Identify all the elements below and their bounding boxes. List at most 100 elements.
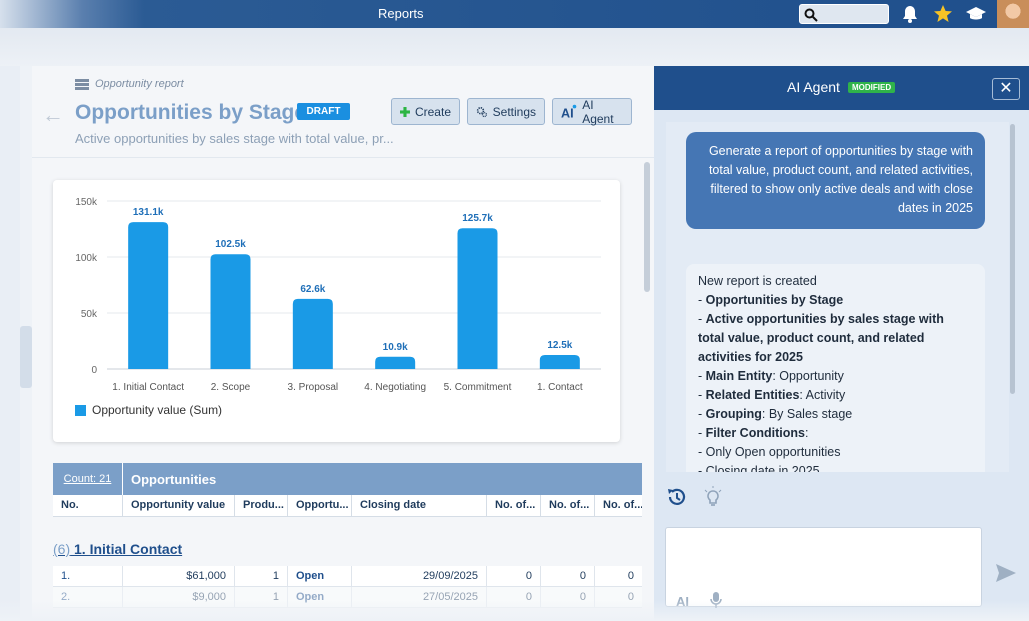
agent-response: New report is created - Opportunities by … xyxy=(686,264,985,472)
column-header[interactable]: No. of... xyxy=(487,495,541,516)
legend-label: Opportunity value (Sum) xyxy=(92,403,223,417)
column-header[interactable]: Opportu... xyxy=(288,495,352,516)
cell: 2. xyxy=(53,587,123,607)
lightbulb-icon[interactable] xyxy=(702,486,724,508)
search-icon xyxy=(804,8,818,22)
top-bar: Reports xyxy=(0,0,1029,28)
page-title: Opportunities by Stage xyxy=(75,101,307,124)
response-line: - Filter Conditions: xyxy=(698,426,809,440)
report-grid: Count: 21 Opportunities No. Opportunity … xyxy=(53,463,642,517)
cell: 1 xyxy=(235,566,288,586)
star-icon[interactable] xyxy=(932,3,954,25)
y-tick-label: 0 xyxy=(91,365,97,376)
column-headers: No. Opportunity value Produ... Opportu..… xyxy=(53,495,642,517)
cell: 0 xyxy=(541,587,595,607)
x-tick-label: 3. Proposal xyxy=(288,382,339,393)
x-tick-label: 1. Initial Contact xyxy=(112,382,184,393)
chart-legend[interactable]: Opportunity value (Sum) xyxy=(75,403,222,417)
modified-badge: MODIFIED xyxy=(848,82,896,93)
x-tick-label: 5. Commitment xyxy=(444,382,512,393)
column-header[interactable]: No. of... xyxy=(541,495,595,516)
y-tick-label: 100k xyxy=(75,253,98,264)
cell: 0 xyxy=(487,566,541,586)
back-arrow-icon[interactable]: ← xyxy=(42,102,64,127)
bar[interactable] xyxy=(539,355,580,369)
chat-tools xyxy=(666,486,724,508)
avatar[interactable] xyxy=(997,0,1029,28)
response-line: New report is created xyxy=(698,274,817,288)
y-tick-label: 150k xyxy=(75,197,98,208)
group-count: (6) xyxy=(53,541,71,557)
report-icon xyxy=(75,78,89,90)
bar[interactable] xyxy=(457,228,498,369)
data-label: 10.9k xyxy=(383,342,408,353)
collapse-handle[interactable] xyxy=(20,326,32,388)
cell: $61,000 xyxy=(123,566,235,586)
grid-header: Count: 21 Opportunities xyxy=(53,463,642,495)
column-header[interactable]: Opportunity value xyxy=(123,495,235,516)
user-message: Generate a report of opportunities by st… xyxy=(686,132,985,229)
plus-icon xyxy=(400,106,410,117)
history-icon[interactable] xyxy=(666,486,688,508)
group-header[interactable]: (6) 1. Initial Contact xyxy=(53,541,182,557)
status-badge: DRAFT xyxy=(297,103,350,120)
agent-title: AI Agent xyxy=(787,79,840,95)
response-line: - Related Entities: Activity xyxy=(698,388,846,402)
cell: 1. xyxy=(53,566,123,586)
app-title: Reports xyxy=(378,6,424,21)
close-icon[interactable]: ✕ xyxy=(992,78,1020,100)
cell: 0 xyxy=(627,570,634,582)
chat-history[interactable]: Generate a report of opportunities by st… xyxy=(666,122,1009,472)
bell-icon[interactable] xyxy=(899,3,921,25)
column-header[interactable]: No. xyxy=(53,495,123,516)
cell: Open xyxy=(288,566,352,586)
search-input[interactable] xyxy=(799,4,889,24)
chat-scrollbar[interactable] xyxy=(1010,124,1015,394)
settings-button[interactable]: Settings xyxy=(467,98,545,125)
cell: 1 xyxy=(235,587,288,607)
bar-chart: 0 50k 100k 150k 131.1k 1. Initial Contact 102.… xyxy=(75,197,601,393)
cell: 0 xyxy=(487,587,541,607)
response-line: - Active opportunities by sales stage wi… xyxy=(698,312,944,364)
group-name: 1. Initial Contact xyxy=(74,541,183,557)
table-row[interactable]: 1. $61,000 1 Open 29/09/2025 0 0 0 xyxy=(53,566,642,587)
sub-bar xyxy=(0,28,1029,66)
grid-title: Opportunities xyxy=(123,463,642,495)
send-icon[interactable] xyxy=(996,564,1016,582)
report-header: Opportunity report ← Opportunities by St… xyxy=(32,66,654,158)
graduation-cap-icon[interactable] xyxy=(965,3,987,25)
gear-icon xyxy=(476,106,487,117)
ai-agent-button[interactable]: AI AI Agent xyxy=(552,98,632,126)
breadcrumb-label: Opportunity report xyxy=(95,78,184,90)
bar[interactable] xyxy=(128,222,169,369)
response-line: - Main Entity: Opportunity xyxy=(698,369,844,383)
data-label: 102.5k xyxy=(215,239,246,250)
column-header[interactable]: Closing date xyxy=(352,495,487,516)
legend-swatch xyxy=(75,404,86,416)
settings-label: Settings xyxy=(492,104,536,119)
response-line: - Only Open opportunities xyxy=(698,445,841,459)
y-tick-label: 50k xyxy=(81,309,98,320)
agent-header: AI Agent MODIFIED ✕ xyxy=(654,66,1029,110)
response-line: - Closing date in 2025 xyxy=(698,464,820,472)
report-panel: Opportunity report ← Opportunities by St… xyxy=(32,66,654,621)
svg-text:AI: AI xyxy=(561,106,574,120)
x-tick-label: 4. Negotiating xyxy=(364,382,426,393)
column-header[interactable]: Produ... xyxy=(235,495,288,516)
column-header[interactable]: No. of... xyxy=(603,499,642,511)
create-label: Create xyxy=(414,104,451,119)
ai-icon: AI xyxy=(561,104,577,120)
breadcrumb[interactable]: Opportunity report xyxy=(75,78,184,90)
chart-card: 0 50k 100k 150k 131.1k 1. Initial Contact 102.… xyxy=(53,180,620,442)
data-label: 125.7k xyxy=(462,213,493,224)
count-link[interactable]: Count: 21 xyxy=(53,463,123,495)
bar[interactable] xyxy=(292,298,333,369)
data-label: 12.5k xyxy=(547,340,572,351)
data-label: 62.6k xyxy=(300,284,325,295)
create-button[interactable]: Create xyxy=(391,98,460,125)
page-subtitle: Active opportunities by sales stage with… xyxy=(75,131,394,146)
bar[interactable] xyxy=(210,254,251,369)
bar[interactable] xyxy=(375,356,416,369)
report-scrollbar[interactable] xyxy=(644,162,650,292)
data-label: 131.1k xyxy=(133,207,164,218)
